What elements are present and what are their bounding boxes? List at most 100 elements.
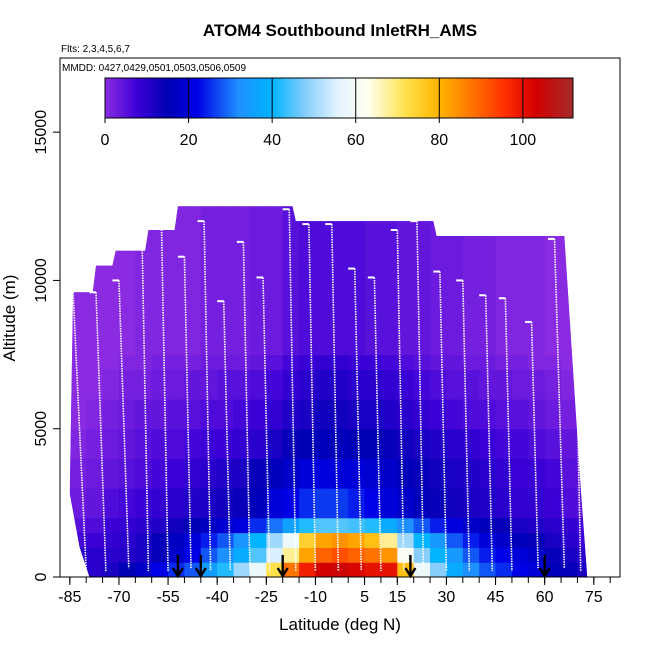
heatmap-cell [511, 354, 529, 370]
heatmap-cell [413, 547, 431, 563]
heatmap-cell [69, 458, 87, 489]
heatmap-cell [348, 547, 366, 563]
heatmap-cell [413, 428, 431, 459]
heatmap-cell [200, 458, 218, 489]
heatmap-cell [577, 399, 588, 430]
heatmap-cell [118, 532, 136, 548]
heatmap-cell [168, 428, 186, 459]
heatmap-cell [233, 488, 251, 519]
heatmap-cell [200, 562, 218, 577]
y-tick-label: 5000 [33, 411, 50, 447]
heatmap-cell [86, 488, 104, 519]
heatmap-cell [282, 517, 300, 534]
heatmap-cell [151, 562, 169, 577]
heatmap-cell [69, 488, 87, 519]
heatmap-cell [200, 206, 218, 356]
heatmap-cell [397, 369, 415, 400]
heatmap-cell [86, 458, 104, 489]
heatmap-cell [348, 428, 366, 459]
heatmap-cell [249, 547, 267, 563]
heatmap-cell [233, 399, 251, 430]
heatmap-cell [102, 354, 120, 370]
heatmap-cell [331, 428, 349, 459]
heatmap-cell [348, 488, 366, 519]
heatmap-cell [364, 354, 382, 370]
heatmap-cell [118, 399, 136, 430]
heatmap-cell [151, 547, 169, 563]
heatmap-cell [69, 562, 87, 577]
heatmap-cell [364, 517, 382, 534]
heatmap-cell [200, 369, 218, 400]
heatmap-cell [446, 547, 464, 563]
heatmap-cell [397, 458, 415, 489]
heatmap-cell [135, 562, 153, 577]
heatmap-cell [249, 206, 267, 356]
heatmap-cell [86, 354, 104, 370]
heatmap-cell [200, 428, 218, 459]
heatmap-cells [69, 206, 588, 577]
heatmap-cell [69, 547, 87, 563]
heatmap-cell [462, 428, 480, 459]
heatmap-cell [495, 458, 513, 489]
heatmap-cell [544, 399, 562, 430]
heatmap-cell [86, 517, 104, 534]
heatmap-cell [479, 488, 497, 519]
heatmap-cell [315, 399, 333, 430]
heatmap-cell [282, 399, 300, 430]
heatmap-cell [184, 206, 202, 356]
heatmap-cell [86, 369, 104, 400]
heatmap-cell [299, 547, 317, 563]
heatmap-cell [135, 532, 153, 548]
heatmap-cell [495, 369, 513, 400]
heatmap-cell [479, 206, 497, 356]
heatmap-cell [397, 517, 415, 534]
chart-subtitle-dates: MMDD: 0427,0429,0501,0503,0506,0509 [62, 63, 246, 74]
x-tick-label: 15 [388, 589, 406, 606]
heatmap-cell [331, 354, 349, 370]
y-tick-label: 15000 [33, 110, 50, 155]
heatmap-cell [315, 428, 333, 459]
heatmap-cell [413, 369, 431, 400]
heatmap-cell [495, 517, 513, 534]
flight-profile-descent [72, 292, 87, 572]
heatmap-cell [168, 517, 186, 534]
heatmap-cell [249, 399, 267, 430]
heatmap-cell [348, 458, 366, 489]
heatmap-cell [528, 399, 546, 430]
heatmap-cell [86, 547, 104, 563]
heatmap-cell [561, 428, 579, 459]
heatmap-cell [380, 517, 398, 534]
heatmap-cell [577, 562, 588, 577]
heatmap-cell [233, 206, 251, 356]
colorbar-tick-label: 100 [510, 132, 537, 149]
heatmap-cell [102, 458, 120, 489]
heatmap-cell [118, 206, 136, 356]
heatmap-cell [102, 488, 120, 519]
heatmap-cell [397, 532, 415, 548]
heatmap-cell [577, 517, 588, 534]
heatmap-cell [233, 532, 251, 548]
latitude-arrow-head [276, 567, 289, 579]
heatmap-cell [430, 458, 448, 489]
x-tick-label: -25 [255, 589, 278, 606]
heatmap-cell [462, 532, 480, 548]
heatmap-cell [462, 354, 480, 370]
heatmap-cell [364, 547, 382, 563]
latitude-arrow-head [194, 567, 207, 579]
heatmap-cell [315, 488, 333, 519]
heatmap-cell [364, 458, 382, 489]
heatmap-cell [86, 206, 104, 356]
heatmap-cell [462, 458, 480, 489]
heatmap-cell [315, 532, 333, 548]
heatmap-cell [430, 206, 448, 356]
heatmap-cell [233, 458, 251, 489]
heatmap-cell [249, 354, 267, 370]
x-tick-label: -70 [107, 589, 130, 606]
heatmap-cell [217, 428, 235, 459]
heatmap-cell [135, 488, 153, 519]
flight-profile-descent [396, 229, 405, 572]
heatmap-cell [413, 517, 431, 534]
heatmap-cell [200, 547, 218, 563]
heatmap-cell [462, 517, 480, 534]
heatmap-cell [233, 547, 251, 563]
